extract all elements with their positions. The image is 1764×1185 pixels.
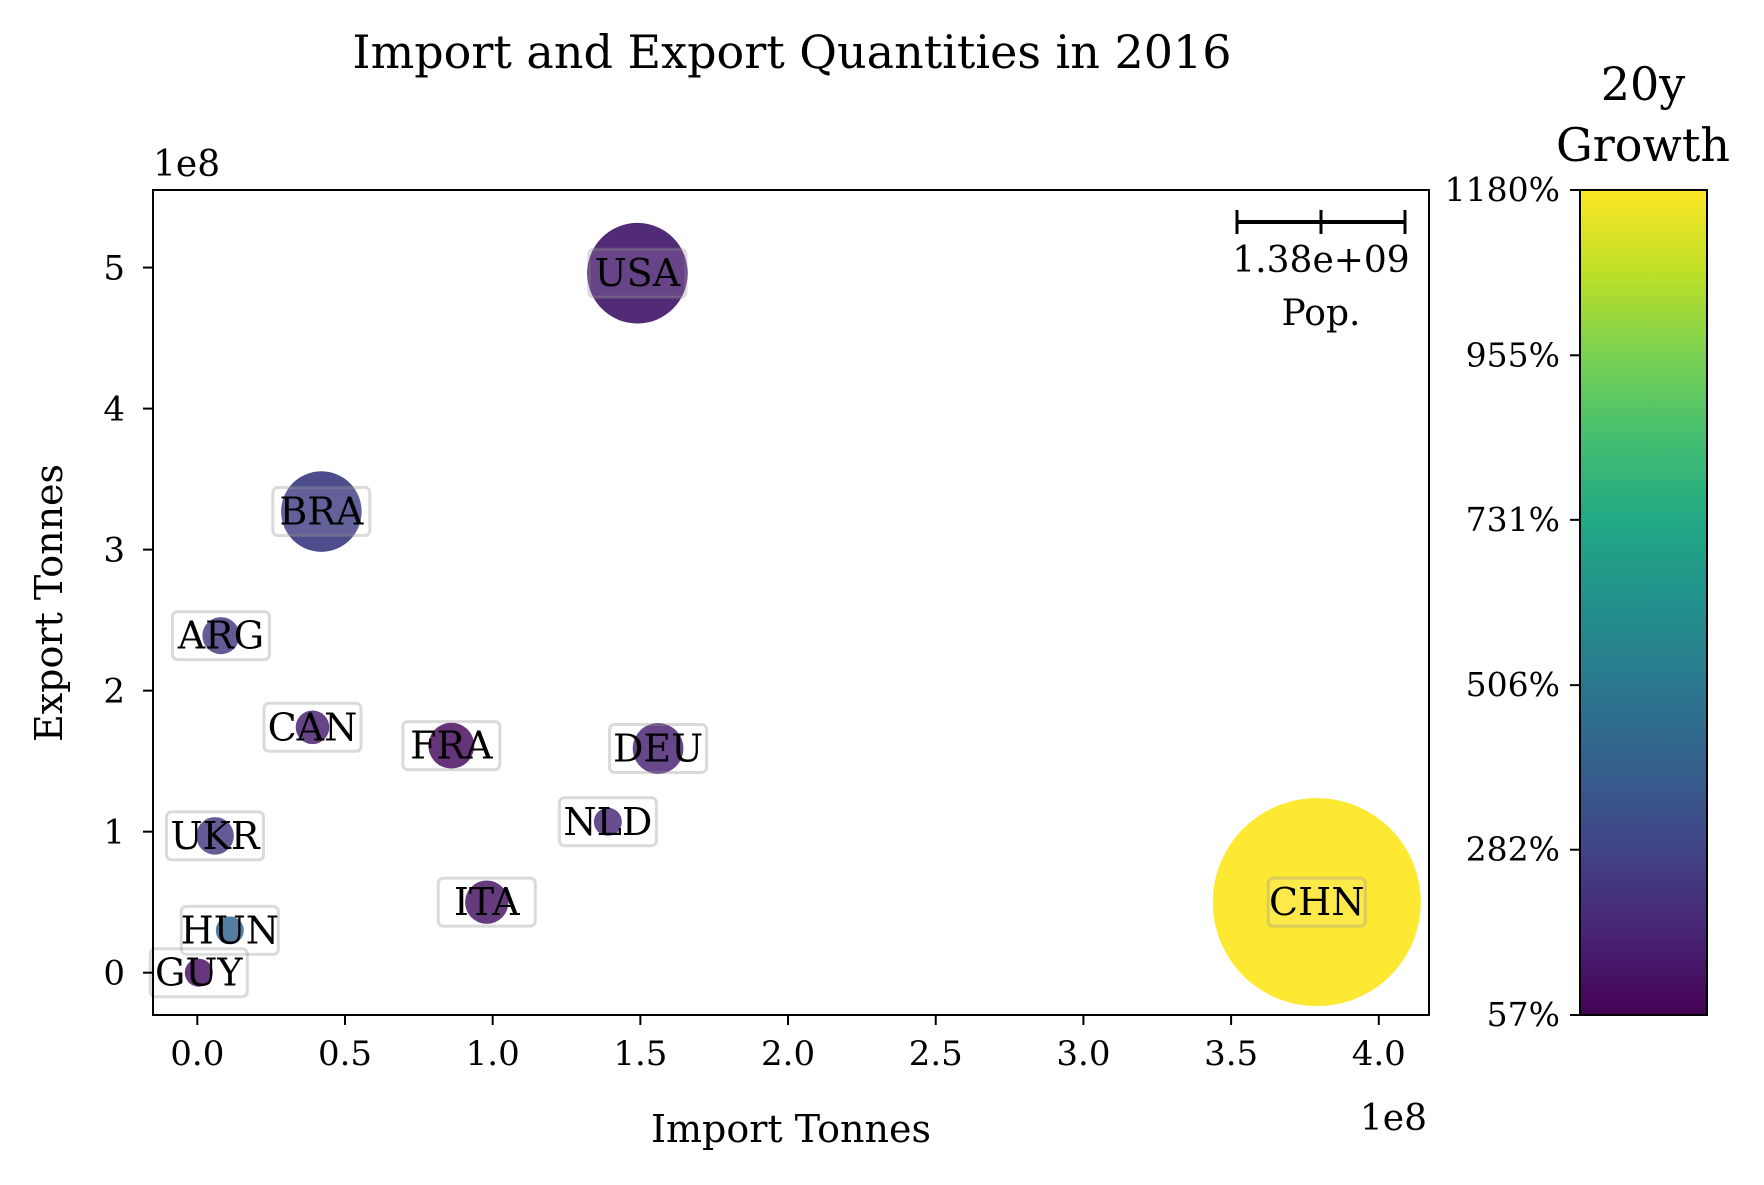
size-legend-value: 1.38e+09	[1232, 240, 1409, 281]
y-tick-label: 3	[103, 531, 125, 571]
x-tick-label: 3.5	[1204, 1034, 1258, 1074]
bubble-label-box	[179, 904, 280, 956]
y-tick-label: 0	[103, 954, 125, 994]
bubble-ukr	[196, 817, 234, 855]
bubble-guy	[184, 958, 213, 987]
bubble-label-box	[401, 720, 502, 772]
colorbar-title-line1: 20y	[1601, 57, 1686, 111]
x-tick-label: 1.0	[466, 1034, 520, 1074]
bubble-layer	[184, 222, 1421, 1007]
x-tick-label: 0.0	[170, 1034, 224, 1074]
bubble-label-box	[587, 247, 688, 299]
x-tick-label: 1.5	[613, 1034, 667, 1074]
colorbar-title-line2: Growth	[1556, 118, 1730, 172]
bubble-label-fra: FRA	[410, 724, 493, 768]
bubble-label-box	[170, 610, 271, 662]
bubble-label-ita: ITA	[454, 880, 520, 924]
bubble-label-can: CAN	[268, 705, 358, 749]
y-axis-label: Export Tonnes	[27, 464, 71, 742]
x-offset-label: 1e8	[1360, 1098, 1427, 1139]
x-tick-label: 2.5	[909, 1034, 963, 1074]
size-legend-caption: Pop.	[1282, 293, 1361, 334]
bubble-hun	[215, 916, 244, 945]
bubble-label-box	[608, 722, 709, 774]
bubble-label-bra: BRA	[279, 490, 364, 534]
bubble-label-ukr: UKR	[171, 814, 261, 858]
bubble-bra	[281, 471, 362, 552]
bubble-label-box	[165, 810, 266, 862]
bubble-label-box	[557, 796, 658, 848]
x-axis-ticks: 0.0 0.5 1.0 1.5 2.0 2.5 3.0 3.5 4.0	[170, 1015, 1406, 1074]
size-legend: 1.38e+09 Pop.	[1232, 210, 1410, 334]
bubble-label-chn: CHN	[1269, 880, 1364, 924]
y-tick-label: 1	[103, 813, 125, 853]
bubble-fra	[428, 722, 475, 769]
bubble-usa	[587, 222, 688, 324]
x-tick-label: 3.0	[1056, 1034, 1110, 1074]
bubble-label-box	[262, 701, 363, 753]
colorbar-gradient	[1579, 189, 1708, 1016]
bubble-label-deu: DEU	[613, 726, 703, 770]
bubble-label-hun: HUN	[181, 908, 279, 952]
plot-frame	[152, 189, 1430, 1016]
x-tick-label: 2.0	[761, 1034, 815, 1074]
colorbar-tick-label: 731%	[1466, 500, 1560, 539]
y-axis-ticks: 0 1 2 3 4 5	[103, 249, 153, 994]
colorbar-tick-label: 506%	[1466, 665, 1560, 704]
colorbar-tick-label: 1180%	[1445, 170, 1560, 209]
bubble-ita	[465, 880, 509, 924]
bubble-label-usa: USA	[595, 251, 681, 295]
x-tick-label: 0.5	[318, 1034, 372, 1074]
x-axis-label: Import Tonnes	[651, 1107, 931, 1151]
bubble-chn	[1212, 798, 1421, 1007]
y-offset-label: 1e8	[153, 144, 220, 185]
bubble-can	[295, 710, 330, 745]
bubble-deu	[632, 723, 684, 774]
colorbar-tick-label: 282%	[1466, 830, 1560, 869]
x-tick-label: 4.0	[1352, 1034, 1406, 1074]
chart-title: Import and Export Quantities in 2016	[352, 25, 1231, 79]
y-tick-label: 5	[103, 249, 125, 289]
bubble-label-nld: NLD	[563, 800, 652, 844]
bubble-label-box	[271, 486, 372, 538]
bubble-nld	[593, 807, 622, 836]
bubble-arg	[202, 617, 240, 655]
y-tick-label: 4	[103, 390, 125, 430]
bubble-label-arg: ARG	[177, 614, 264, 658]
colorbar-ticks: 57% 282% 506% 731% 955% 1180%	[1445, 170, 1580, 1034]
colorbar-tick-label: 57%	[1487, 995, 1560, 1034]
colorbar-tick-label: 955%	[1466, 335, 1560, 374]
bubble-label-box	[1266, 876, 1367, 928]
bubble-label-box	[436, 876, 537, 928]
bubble-label-guy: GUY	[155, 951, 243, 995]
y-tick-label: 2	[103, 672, 125, 712]
